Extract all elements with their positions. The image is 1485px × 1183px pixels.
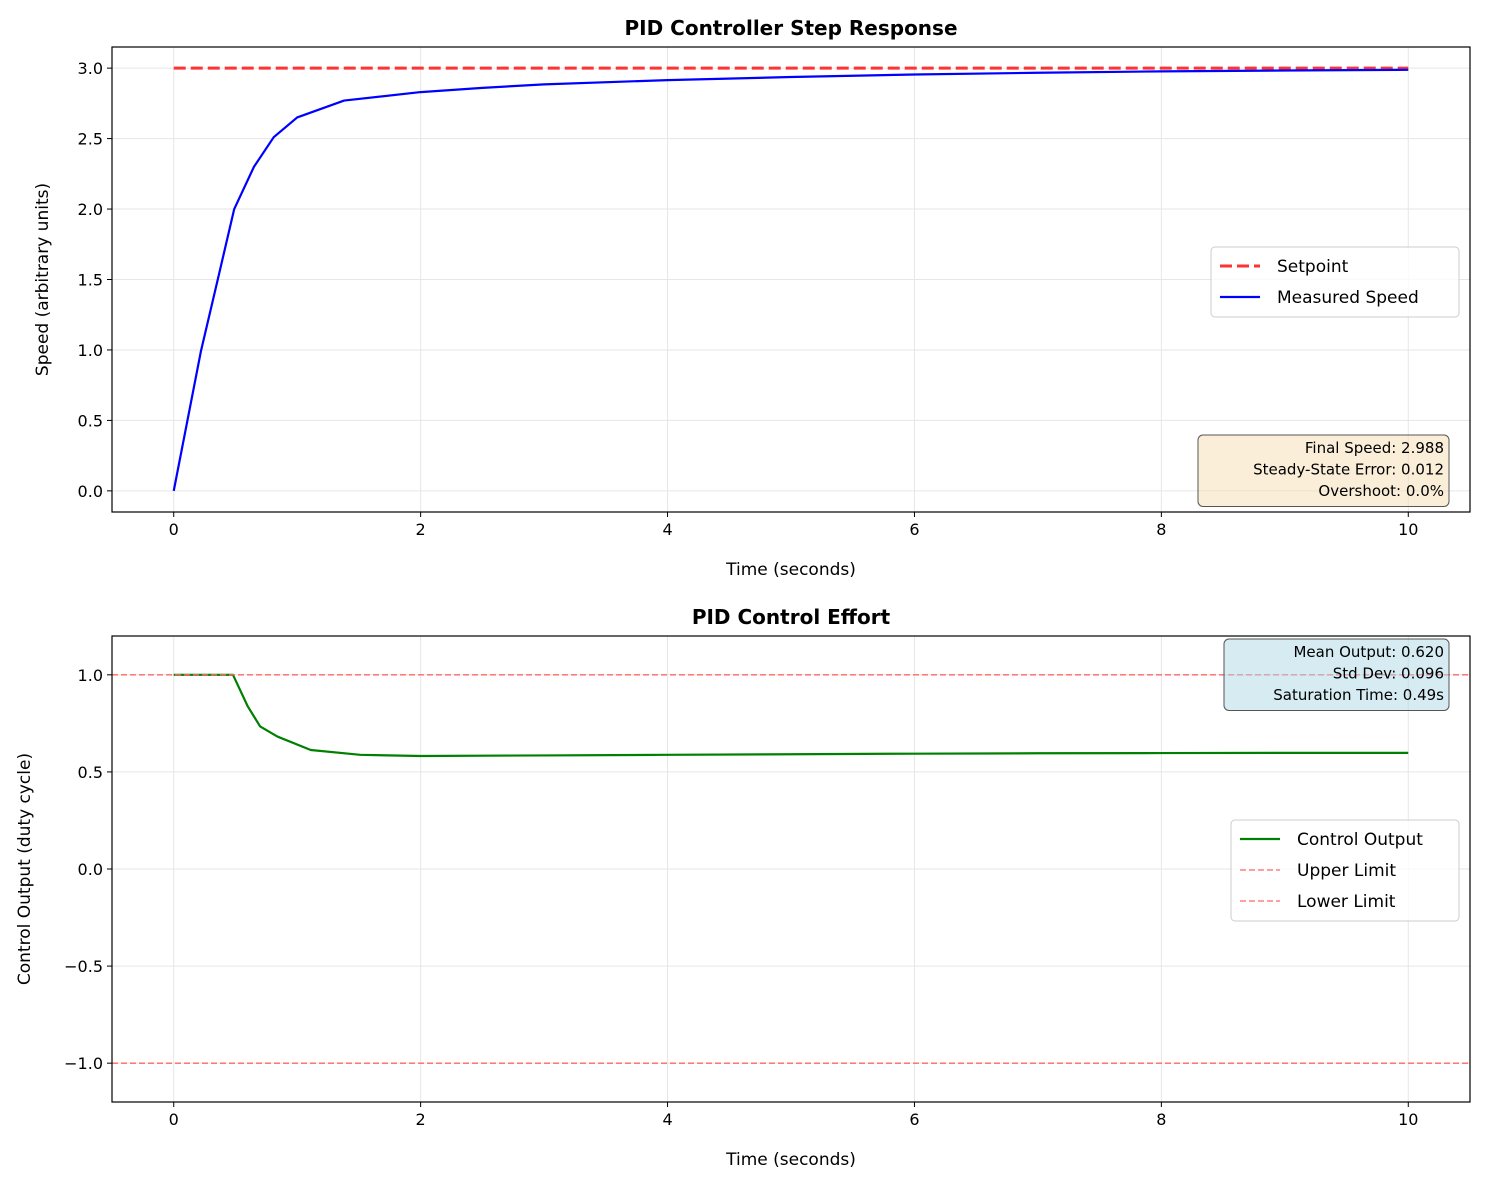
annotation-line: Overshoot: 0.0% [1318,482,1444,500]
y-tick-label: −1.0 [64,1054,103,1073]
x-tick-label: 2 [416,1110,426,1129]
chart-title: PID Control Effort [692,605,891,629]
y-tick-label: 1.0 [78,341,103,360]
x-tick-label: 8 [1156,1110,1166,1129]
legend-label: Upper Limit [1297,861,1396,881]
x-tick-label: 6 [909,520,919,539]
y-tick-label: 0.5 [78,763,103,782]
subplot-1: 0 2 4 6 8 10 0.0 0.5 1.0 1.5 2.0 2.5 3.0 PID Controll… [33,16,1471,580]
legend-frame [1210,246,1460,318]
legend-label: Measured Speed [1277,288,1419,308]
y-tick-label: 3.0 [78,59,103,78]
legend: Setpoint Measured Speed [1210,246,1460,318]
x-tick-label: 2 [416,520,426,539]
y-tick-label: 2.5 [78,130,103,149]
legend-label: Setpoint [1277,257,1349,277]
annotation-box [1197,434,1450,507]
y-axis-label: Control Output (duty cycle) [15,753,35,985]
legend-label: Lower Limit [1297,892,1396,912]
x-tick-label: 4 [662,520,672,539]
x-tick-label: 10 [1398,520,1418,539]
annotation-line: Saturation Time: 0.49s [1273,686,1444,704]
x-tick-label: 8 [1156,520,1166,539]
series-measured-speed [172,68,1409,492]
subplot-2: 0 2 4 6 8 10 −1.0 −0.5 0.0 0.5 1.0 PID Control Effo… [15,605,1471,1170]
y-tick-label: 1.0 [78,666,103,685]
chart-title: PID Controller Step Response [624,16,957,40]
annotation-line: Steady-State Error: 0.012 [1253,461,1444,479]
x-tick-label: 4 [662,1110,672,1129]
x-tick-label: 0 [169,1110,179,1129]
legend-label: Control Output [1297,830,1423,850]
annotation-line: Std Dev: 0.096 [1333,665,1444,683]
y-tick-label: 2.0 [78,200,103,219]
x-axis-label: Time (seconds) [725,1150,856,1170]
annotation-line: Mean Output: 0.620 [1293,643,1444,661]
y-tick-label: −0.5 [64,957,103,976]
stats-annotation: Final Speed: 2.988 Steady-State Error: 0.… [1197,434,1450,507]
annotation-box [1223,638,1450,711]
series-control-output [173,673,1409,758]
legend-frame [1230,819,1460,922]
annotation-line: Final Speed: 2.988 [1305,439,1444,457]
y-tick-label: 0.0 [78,860,103,879]
x-tick-label: 0 [169,520,179,539]
stats-annotation: Mean Output: 0.620 Std Dev: 0.096 Saturati… [1223,638,1450,711]
x-tick-label: 6 [909,1110,919,1129]
legend: Control Output Upper Limit Lower Limit [1230,819,1460,922]
y-tick-label: 0.5 [78,411,103,430]
y-axis-label: Speed (arbitrary units) [33,183,53,376]
y-tick-label: 1.5 [78,271,103,290]
x-tick-label: 10 [1398,1110,1418,1129]
y-tick-label: 0.0 [78,482,103,501]
x-axis-label: Time (seconds) [725,560,856,580]
